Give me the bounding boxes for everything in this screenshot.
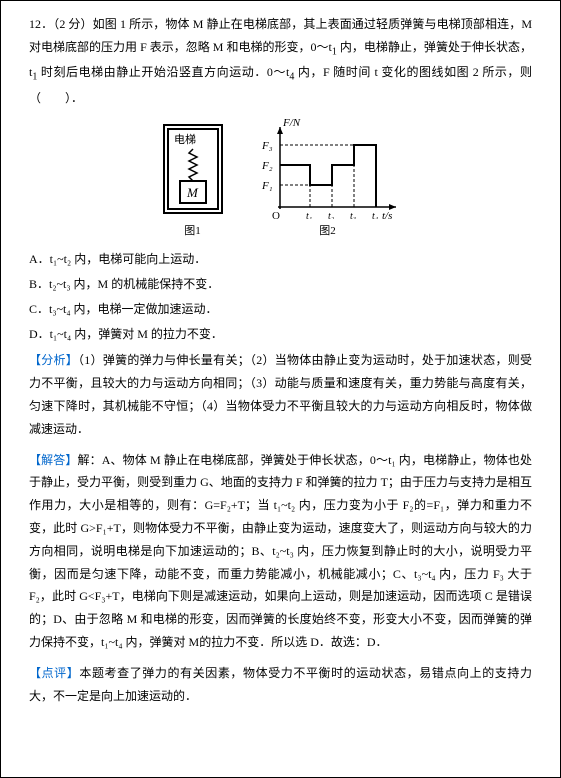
option-b: B．t₂~t₃ 内，M 的机械能保持不变． — [29, 273, 532, 296]
option-c: C．t₃~t₄ 内，电梯一定做加速运动． — [29, 298, 532, 321]
figure-2: F/N t/s O F₁ F₂ F₃ t₁ t₂ t₃ t₄ 图2 — [254, 119, 402, 242]
question-stem: 12．（2 分）如图 1 所示，物体 M 静止在电梯底部，其上表面通过轻质弹簧与… — [29, 13, 532, 109]
fig1-label: 图1 — [160, 221, 226, 242]
review: 【点评】本题考查了弹力的有关因素，物体受力不平衡时的运动状态，易错点向上的支持力… — [29, 662, 532, 708]
t1-label: t₁ — [306, 211, 312, 219]
solution: 【解答】解：A、物体 M 静止在电梯底部，弹簧处于伸长状态，0～t₁ 内，电梯静… — [29, 449, 532, 654]
option-a: A．t₁~t₂ 内，电梯可能向上运动． — [29, 248, 532, 271]
analysis: 【分析】（1）弹簧的弹力与伸长量有关；（2）当物体由静止变为运动时，处于加速状态… — [29, 349, 532, 440]
analysis-text: （1）弹簧的弹力与伸长量有关；（2）当物体由静止变为运动时，处于加速状态，则受力… — [29, 353, 532, 435]
diagrams: 电梯 M 图1 F/N t/s O F₁ F₂ F₃ t₁ t₂ t₃ t₄ 图… — [29, 119, 532, 242]
chart: F/N t/s O F₁ F₂ F₃ t₁ t₂ t₃ t₄ — [254, 119, 402, 219]
y-axis-label: F/N — [282, 119, 301, 129]
t3-label: t₃ — [350, 211, 357, 219]
f2-label: F₂ — [261, 160, 273, 172]
option-d: D．t₁~t₄ 内，弹簧对 M 的拉力不变． — [29, 323, 532, 346]
elevator-label: 电梯 — [174, 133, 196, 146]
solution-heading: 【解答】 — [29, 453, 78, 467]
elevator-diagram: 电梯 M — [160, 123, 226, 219]
chart-line — [280, 145, 376, 207]
m-label: M — [186, 185, 199, 200]
review-heading: 【点评】 — [29, 666, 79, 680]
review-text: 本题考查了弹力的有关因素，物体受力不平衡时的运动状态，易错点向上的支持力大，不一… — [29, 666, 532, 703]
fig2-label: 图2 — [254, 221, 402, 242]
solution-text: 解：A、物体 M 静止在电梯底部，弹簧处于伸长状态，0～t₁ 内，电梯静止，物体… — [29, 453, 532, 649]
t2-label: t₂ — [328, 211, 335, 219]
origin-label: O — [272, 210, 280, 219]
q-line3: 时刻后电梯由静止开始沿竖直方向运动．0～t — [37, 65, 289, 79]
options: A．t₁~t₂ 内，电梯可能向上运动． B．t₂~t₃ 内，M 的机械能保持不变… — [29, 248, 532, 345]
f1-label: F₁ — [261, 180, 273, 192]
figure-1: 电梯 M 图1 — [160, 123, 226, 242]
t4-label: t₄ — [372, 211, 379, 219]
x-axis-label: t/s — [382, 210, 392, 219]
f3-label: F₃ — [261, 140, 273, 152]
spring-icon — [189, 149, 197, 181]
analysis-heading: 【分析】 — [29, 353, 78, 367]
